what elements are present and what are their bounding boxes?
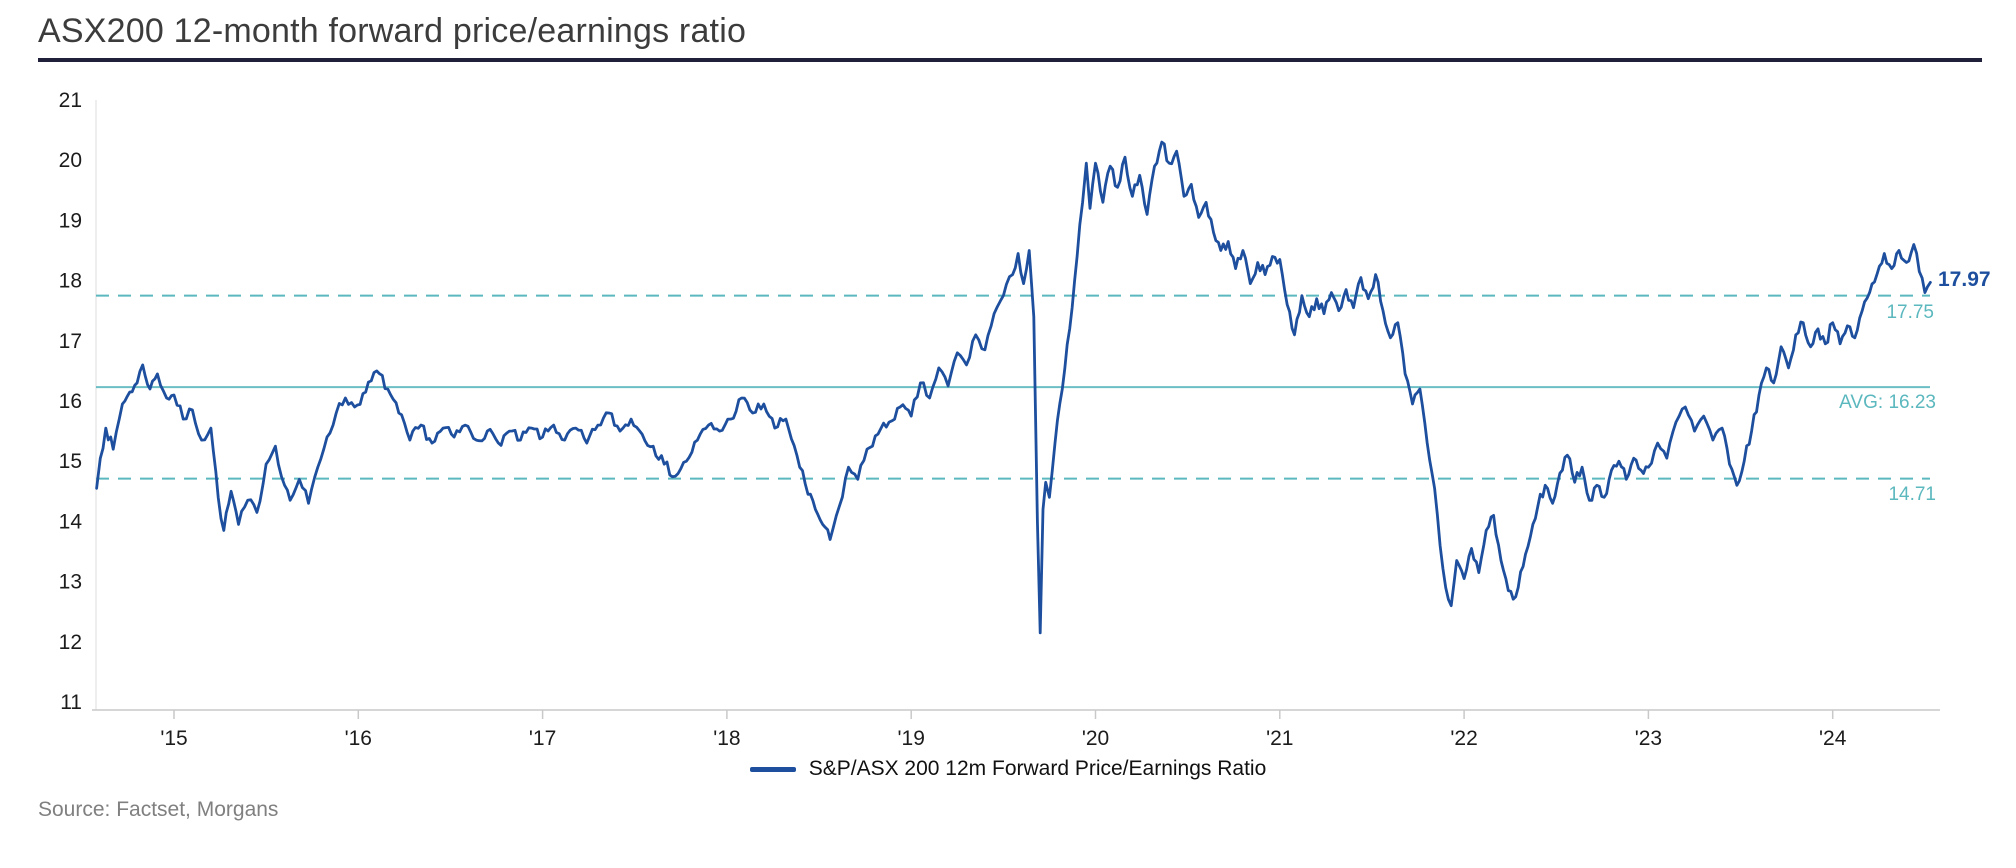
y-tick-label: 20 xyxy=(59,149,82,172)
x-tick-label: '17 xyxy=(529,727,556,750)
title-underline xyxy=(38,58,1982,62)
last-value-label: 17.97 xyxy=(1938,268,1991,291)
x-tick-label: '20 xyxy=(1082,727,1109,750)
x-tick-label: '22 xyxy=(1450,727,1477,750)
y-tick-label: 16 xyxy=(59,390,82,413)
y-tick-label: 14 xyxy=(59,510,83,533)
y-tick-label: 17 xyxy=(59,330,82,353)
x-tick-label: '21 xyxy=(1266,727,1293,750)
legend: S&P/ASX 200 12m Forward Price/Earnings R… xyxy=(0,757,2016,781)
y-tick-label: 13 xyxy=(59,571,82,594)
x-tick-label: '16 xyxy=(345,727,372,750)
legend-line-swatch xyxy=(749,766,796,772)
y-tick-label: 15 xyxy=(59,450,82,473)
legend-label: S&P/ASX 200 12m Forward Price/Earnings R… xyxy=(808,757,1267,780)
source-text: Source: Factset, Morgans xyxy=(38,798,279,821)
x-tick-label: '23 xyxy=(1635,727,1662,750)
x-tick-label: '18 xyxy=(713,727,740,750)
upper-band-label: 17.75 xyxy=(1886,302,1934,323)
lower-band-label: 14.71 xyxy=(1888,484,1936,505)
page-title: ASX200 12-month forward price/earnings r… xyxy=(38,12,747,50)
y-tick-label: 19 xyxy=(59,209,82,232)
x-tick-label: '15 xyxy=(160,727,187,750)
y-tick-label: 21 xyxy=(59,89,82,112)
y-tick-label: 18 xyxy=(59,270,82,293)
y-tick-label: 12 xyxy=(59,631,82,654)
y-tick-label: 11 xyxy=(60,691,82,714)
pe-ratio-series-line xyxy=(95,140,1932,635)
average-label: AVG: 16.23 xyxy=(1839,392,1936,413)
x-tick-label: '24 xyxy=(1819,727,1847,750)
x-tick-label: '19 xyxy=(898,727,925,750)
